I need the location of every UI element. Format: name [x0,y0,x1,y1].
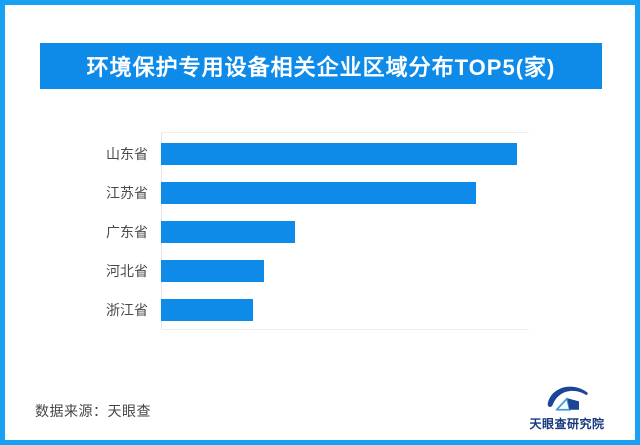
category-label: 江苏省 [106,185,148,202]
bar [161,259,264,282]
bar-row: 浙江省 [40,290,610,329]
bar-track [161,259,610,282]
bar [161,298,253,321]
bar-track [161,143,610,166]
bar-row: 河北省 [40,251,610,290]
bar [161,143,517,166]
plot-area: 山东省江苏省广东省河北省浙江省 [40,127,610,330]
tianyancha-eye-logo-icon [547,386,588,411]
category-label: 河北省 [106,262,148,279]
plot-top-border [161,132,529,133]
bar-row: 广东省 [40,213,610,252]
chart-title-banner: 环境保护专用设备相关企业区域分布TOP5(家) [40,43,602,89]
bar-row: 江苏省 [40,174,610,213]
category-label: 山东省 [106,146,148,163]
brand-logo: 天眼查研究院 [521,381,613,432]
brand-name: 天眼查研究院 [529,417,605,431]
bar-track [161,220,610,243]
data-source-note: 数据来源：天眼查 [35,403,151,419]
bar [161,182,477,205]
plot-bottom-border [161,329,529,330]
bar-track [161,182,610,205]
category-label: 浙江省 [106,301,148,318]
bar-track [161,298,610,321]
category-label: 广东省 [106,223,148,240]
bar-row: 山东省 [40,135,610,174]
bar [161,220,295,243]
chart-title: 环境保护专用设备相关企业区域分布TOP5(家) [86,55,556,80]
